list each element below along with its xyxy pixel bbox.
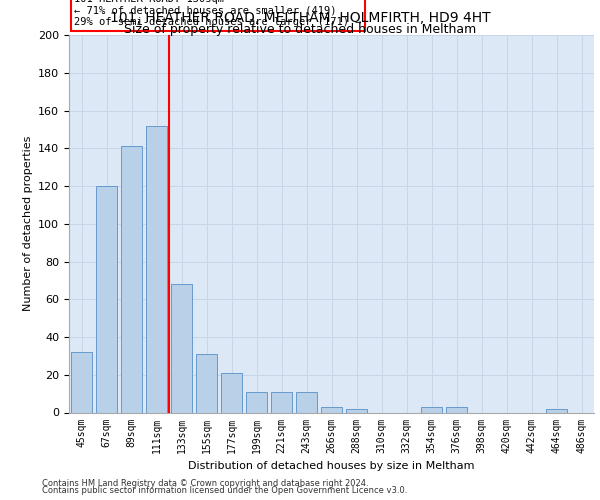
Bar bbox=[221, 373, 242, 412]
Text: Contains HM Land Registry data © Crown copyright and database right 2024.: Contains HM Land Registry data © Crown c… bbox=[42, 478, 368, 488]
Bar bbox=[196, 354, 217, 412]
Bar bbox=[446, 407, 467, 412]
Bar bbox=[146, 126, 167, 412]
Text: Size of property relative to detached houses in Meltham: Size of property relative to detached ho… bbox=[124, 22, 476, 36]
Bar bbox=[421, 407, 442, 412]
Bar bbox=[546, 408, 567, 412]
Bar bbox=[246, 392, 267, 412]
Bar bbox=[71, 352, 92, 412]
Bar bbox=[271, 392, 292, 412]
Y-axis label: Number of detached properties: Number of detached properties bbox=[23, 136, 32, 312]
Text: 101 HEATHER ROAD: 130sqm
← 71% of detached houses are smaller (419)
29% of semi-: 101 HEATHER ROAD: 130sqm ← 71% of detach… bbox=[74, 0, 362, 28]
Bar bbox=[296, 392, 317, 412]
Bar bbox=[346, 408, 367, 412]
Bar bbox=[96, 186, 117, 412]
X-axis label: Distribution of detached houses by size in Meltham: Distribution of detached houses by size … bbox=[188, 461, 475, 471]
Text: Contains public sector information licensed under the Open Government Licence v3: Contains public sector information licen… bbox=[42, 486, 407, 495]
Text: 101, HEATHER ROAD, MELTHAM, HOLMFIRTH, HD9 4HT: 101, HEATHER ROAD, MELTHAM, HOLMFIRTH, H… bbox=[110, 11, 490, 25]
Bar bbox=[121, 146, 142, 412]
Bar bbox=[171, 284, 192, 412]
Bar bbox=[321, 407, 342, 412]
